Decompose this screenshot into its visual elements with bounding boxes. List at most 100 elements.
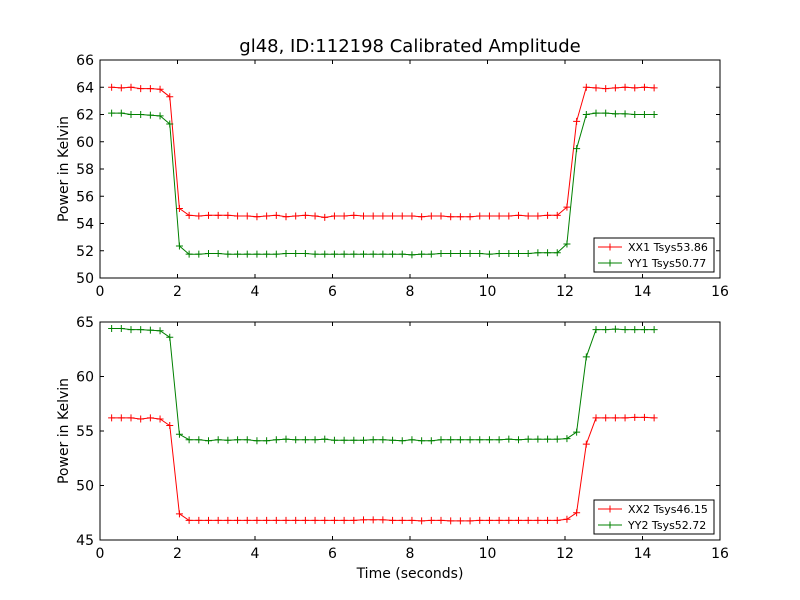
data-point [485, 250, 493, 258]
data-point [476, 516, 484, 524]
data-point [379, 250, 387, 258]
data-point [175, 205, 183, 213]
data-point [117, 414, 125, 422]
data-point [640, 413, 648, 421]
data-point [127, 326, 135, 334]
data-point [505, 516, 513, 524]
data-point [272, 211, 280, 219]
data-point [524, 435, 532, 443]
data-point [544, 435, 552, 443]
x-tick-label: 4 [251, 546, 260, 562]
data-point [166, 422, 174, 430]
data-point [243, 436, 251, 444]
data-point [185, 516, 193, 524]
data-point [234, 212, 242, 220]
data-point [340, 212, 348, 220]
data-point [185, 211, 193, 219]
data-point [563, 435, 571, 443]
series-0 [108, 83, 658, 221]
data-point [311, 250, 319, 258]
y-tick-label: 56 [76, 189, 94, 205]
data-point [515, 516, 522, 524]
data-point [146, 85, 154, 93]
data-point [495, 516, 503, 524]
data-point [117, 109, 125, 117]
data-point [515, 211, 522, 219]
data-point [437, 212, 445, 220]
data-point [563, 240, 571, 248]
data-point [214, 249, 222, 257]
data-point [311, 212, 319, 220]
data-point [398, 516, 406, 524]
data-point [553, 435, 561, 443]
data-point [582, 440, 590, 448]
data-point [418, 517, 426, 525]
x-tick-label: 16 [711, 284, 729, 300]
data-point [631, 326, 639, 334]
x-tick-label: 2 [173, 284, 182, 300]
data-point [544, 211, 552, 219]
data-point [350, 516, 358, 524]
series-1 [108, 109, 658, 259]
x-tick-label: 6 [328, 284, 337, 300]
data-point [234, 516, 242, 524]
data-point [360, 436, 367, 444]
series-line [111, 112, 655, 256]
data-point [282, 435, 290, 443]
data-point [205, 437, 212, 445]
data-point [456, 249, 464, 257]
figure-title: gl48, ID:112198 Calibrated Amplitude [239, 36, 580, 57]
y-tick-label: 62 [76, 108, 94, 124]
data-point [369, 212, 377, 220]
data-point [456, 213, 464, 221]
x-tick-label: 16 [711, 546, 729, 562]
data-point [360, 212, 367, 220]
data-point [573, 509, 581, 517]
data-point [205, 211, 212, 219]
data-point [495, 212, 503, 220]
y-tick-label: 65 [76, 315, 94, 331]
data-point [330, 436, 338, 444]
data-point [379, 212, 387, 220]
data-point [272, 436, 280, 444]
data-point [379, 516, 387, 524]
data-point [311, 516, 319, 524]
data-point [427, 516, 435, 524]
data-point [389, 212, 397, 220]
data-point [127, 83, 135, 91]
data-point [137, 111, 145, 118]
data-point [408, 212, 416, 220]
data-point [456, 436, 464, 444]
data-point [456, 517, 464, 525]
data-point [389, 436, 397, 444]
data-point [350, 436, 358, 444]
data-point [379, 436, 387, 444]
data-point [611, 414, 619, 422]
legend: XX2 Tsys46.15 YY2 Tsys52.72 [593, 499, 715, 535]
data-point [476, 249, 484, 257]
data-point [534, 435, 542, 443]
data-point [650, 111, 658, 118]
y-tick-label: 64 [76, 80, 94, 96]
x-tick-label: 14 [634, 284, 652, 300]
data-point [418, 250, 426, 258]
data-point [108, 414, 116, 422]
data-point [631, 413, 639, 421]
data-point [108, 109, 116, 117]
data-point [156, 112, 164, 120]
data-point [350, 250, 358, 258]
y-tick-label: 50 [76, 479, 94, 495]
data-point [224, 250, 232, 258]
data-point [563, 515, 571, 523]
data-point [282, 249, 290, 257]
legend-box [593, 499, 715, 535]
data-point [175, 242, 183, 250]
data-point [573, 145, 581, 153]
data-point [418, 213, 426, 221]
data-point [253, 213, 261, 221]
y-tick-label: 45 [76, 533, 94, 549]
data-point [515, 436, 522, 444]
legend: XX1 Tsys53.86 YY1 Tsys50.77 [593, 237, 715, 273]
data-point [611, 325, 619, 333]
x-tick-label: 8 [406, 546, 415, 562]
